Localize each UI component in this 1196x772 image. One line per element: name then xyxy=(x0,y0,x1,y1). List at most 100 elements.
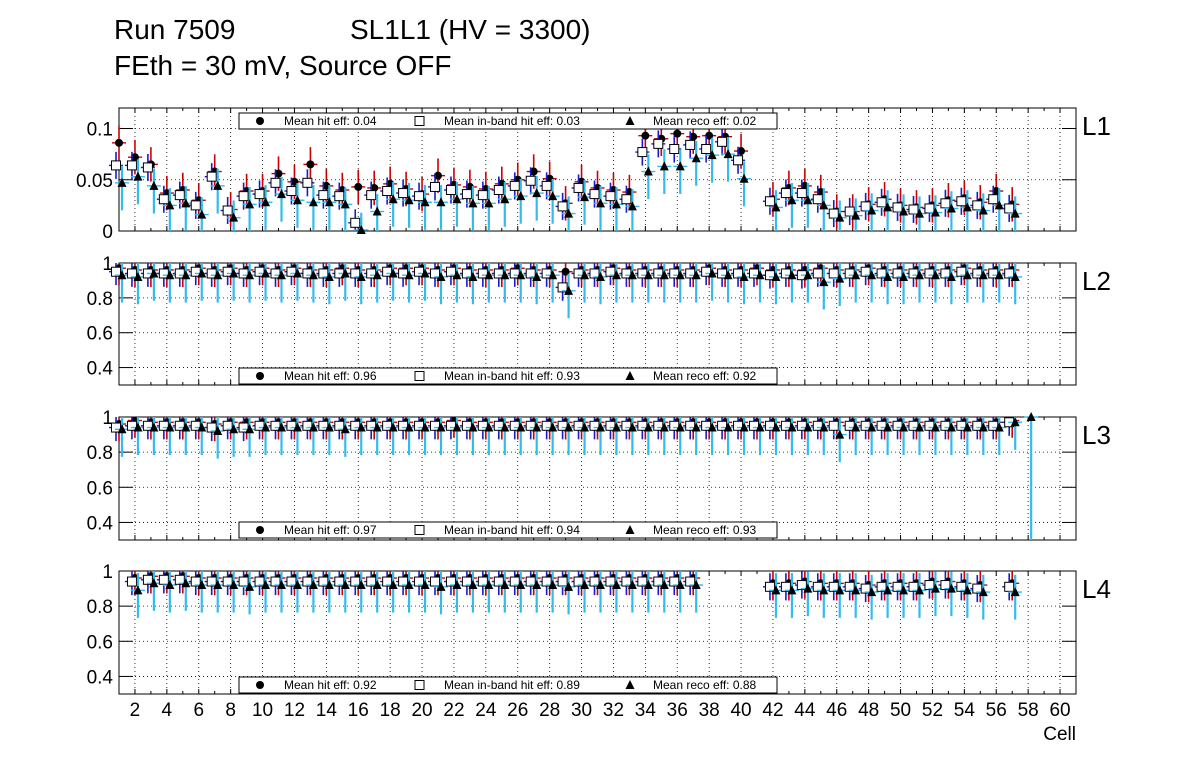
reco-point xyxy=(867,270,877,280)
inband-point xyxy=(366,190,377,201)
inband-point xyxy=(382,576,393,587)
reco-point xyxy=(452,194,462,204)
reco-point xyxy=(835,212,845,222)
inband-point xyxy=(589,189,600,200)
reco-point xyxy=(324,422,334,432)
inband-point xyxy=(812,581,823,592)
panel-l3: 0.4 0.6 0.8 1 Mean hit eff: 0.97 Mean in-band… xyxy=(87,408,1111,541)
reco-point xyxy=(420,580,430,590)
inband-point xyxy=(111,160,121,171)
hit-point xyxy=(689,132,698,141)
inband-point xyxy=(477,190,488,201)
inband-point xyxy=(302,177,313,188)
legend-label: Mean hit eff: 0.04 xyxy=(284,114,377,128)
reco-point xyxy=(133,271,143,281)
reco-point xyxy=(213,580,223,590)
inband-point xyxy=(605,191,616,202)
reco-point xyxy=(659,270,669,280)
inband-point xyxy=(190,576,201,587)
x-axis-title: Cell xyxy=(1043,724,1076,745)
legend-label: Mean hit eff: 0.96 xyxy=(284,369,377,383)
reco-point xyxy=(675,580,685,590)
panel-l2: 0.4 0.6 0.8 1 Mean hit eff: 0.96 Mean in-band… xyxy=(87,254,1111,386)
reco-point xyxy=(930,422,940,432)
inband-point xyxy=(956,266,967,277)
reco-point xyxy=(596,198,605,208)
inband-point xyxy=(796,580,807,591)
reco-point xyxy=(261,580,271,590)
inband-point xyxy=(956,196,967,207)
reco-point xyxy=(516,191,526,201)
reco-point xyxy=(149,180,159,190)
reco-point xyxy=(867,205,877,215)
inband-point xyxy=(908,581,919,592)
reco-point xyxy=(915,270,924,280)
hit-point xyxy=(274,169,283,178)
reco-point xyxy=(117,270,127,280)
reco-point xyxy=(739,422,749,432)
reco-point xyxy=(994,422,1004,432)
inband-point xyxy=(190,200,201,211)
inband-point xyxy=(142,162,153,173)
y-tick-label: 1 xyxy=(102,562,113,583)
x-tick-label: 52 xyxy=(922,700,943,721)
inband-point xyxy=(254,189,265,200)
reco-point xyxy=(1010,417,1020,427)
reco-point xyxy=(484,422,494,432)
reco-point xyxy=(229,268,239,278)
reco-point xyxy=(165,580,175,590)
reco-point xyxy=(851,422,861,432)
inband-point xyxy=(780,188,791,199)
hit-point xyxy=(115,138,123,147)
reco-point xyxy=(787,585,797,595)
inband-point xyxy=(892,202,903,213)
x-tick-label: 14 xyxy=(316,700,338,721)
reco-point xyxy=(675,161,685,171)
reco-point xyxy=(1010,208,1020,218)
reco-point xyxy=(532,188,542,198)
reco-point xyxy=(675,422,685,432)
legend-inband-marker xyxy=(414,371,425,381)
reco-point xyxy=(452,270,462,280)
reco-point xyxy=(946,422,956,432)
reco-point xyxy=(261,268,271,278)
y-tick-label: 0.6 xyxy=(87,478,113,499)
reco-point xyxy=(277,580,286,590)
reco-point xyxy=(643,580,653,590)
reco-point xyxy=(133,171,143,181)
reco-point xyxy=(580,192,590,202)
panel-l4: 0.4 0.6 0.8 1 Mean hit eff: 0.92 Mean in-band… xyxy=(87,562,1111,695)
y-tick-label: 0.4 xyxy=(87,513,114,534)
reco-point xyxy=(292,422,302,432)
reco-point xyxy=(819,422,829,432)
inband-point xyxy=(557,282,568,293)
inband-point xyxy=(1004,581,1015,592)
x-tick-label: 38 xyxy=(699,700,720,721)
inband-point xyxy=(461,189,472,200)
reco-point xyxy=(532,580,542,590)
reco-point xyxy=(851,585,861,595)
reco-point xyxy=(468,271,478,281)
hit-point xyxy=(306,160,315,169)
inband-point xyxy=(844,206,855,217)
reco-point xyxy=(165,270,175,280)
inband-point xyxy=(924,580,935,591)
x-tick-label: 40 xyxy=(730,700,751,721)
reco-point xyxy=(468,580,478,590)
x-tick-label: 24 xyxy=(475,700,497,721)
reco-point xyxy=(324,271,334,281)
inband-point xyxy=(254,576,265,587)
y-tick-label: 1 xyxy=(102,254,113,275)
reco-point xyxy=(372,422,382,432)
reco-point xyxy=(771,422,781,432)
inband-point xyxy=(541,180,552,191)
reco-point xyxy=(962,202,972,212)
legend-box xyxy=(238,367,778,385)
reco-point xyxy=(787,422,797,432)
inband-point xyxy=(653,576,664,587)
reco-point xyxy=(803,195,813,205)
legend-hit-marker xyxy=(256,372,264,380)
reco-point xyxy=(133,585,143,595)
inband-point xyxy=(701,144,712,154)
hit-point xyxy=(354,182,363,191)
